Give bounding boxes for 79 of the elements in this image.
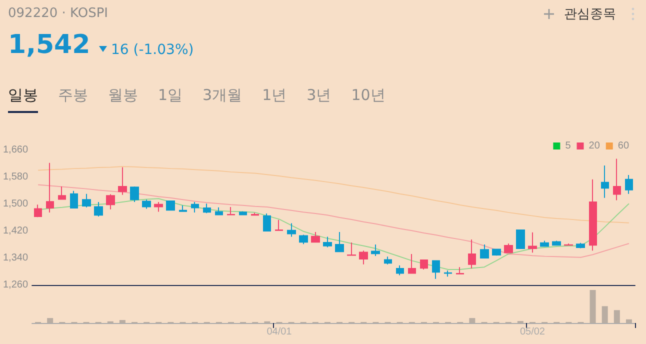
candlestick (613, 158, 621, 201)
bar (119, 320, 126, 323)
candlestick (492, 248, 501, 256)
candlestick (335, 232, 344, 252)
bar (47, 318, 54, 323)
candlestick (82, 193, 91, 208)
candlestick (118, 166, 127, 196)
bar (590, 290, 596, 323)
candlestick (480, 244, 489, 258)
y-tick-label: 1,260 (2, 280, 28, 290)
candlestick (420, 260, 428, 270)
candlestick (227, 206, 235, 216)
candlestick (142, 199, 151, 210)
y-tick-label: 1,420 (2, 226, 28, 236)
candlestick (468, 238, 476, 269)
y-tick-label: 1,500 (2, 198, 28, 210)
candlestick (299, 234, 308, 245)
candlestick (275, 219, 283, 231)
text: 일봉 (8, 86, 38, 113)
candlestick (154, 201, 163, 212)
candlestick (359, 250, 368, 265)
candlestick (347, 242, 356, 256)
candlestick (589, 178, 597, 252)
candlestick (444, 270, 452, 278)
candlestick (94, 201, 103, 217)
candlestick (70, 190, 78, 209)
candlestick (396, 264, 404, 276)
candlestick (552, 240, 561, 246)
text: 1일 (158, 86, 183, 106)
text: 관심종목 (564, 6, 616, 23)
text: 3개월 (202, 86, 242, 106)
candlestick (287, 222, 296, 238)
bar (602, 306, 608, 323)
candlestick (58, 186, 66, 200)
text: 1년 (262, 86, 287, 106)
candlestick (179, 204, 187, 212)
candlestick (263, 212, 271, 232)
text: 1,542 (8, 30, 90, 60)
candlestick (251, 212, 259, 216)
candlestick (384, 256, 392, 265)
legend-label: 5 (565, 140, 572, 152)
candlestick (323, 236, 332, 248)
text: 주봉 (58, 86, 88, 106)
y-tick-label: 1,660 (2, 144, 28, 156)
candlestick (371, 244, 380, 256)
x-tick-label: 04/01 (266, 326, 292, 338)
chart-title: 092220 · KOSPI (8, 6, 108, 21)
text: 월봉 (108, 86, 138, 106)
legend-label: 60 (618, 140, 630, 152)
candlestick (540, 240, 549, 247)
candlestick (601, 165, 609, 198)
legend-label: 20 (588, 140, 600, 152)
candlestick (46, 162, 54, 213)
text: 3년 (306, 86, 332, 106)
candlestick (106, 194, 115, 210)
candlestick (528, 232, 537, 254)
candlestick (34, 204, 42, 218)
candlestick (203, 203, 211, 214)
text: 16 (-1.03%) (111, 42, 194, 58)
candlestick (215, 206, 223, 216)
candlestick (408, 253, 416, 274)
bar (469, 318, 476, 323)
bar (626, 319, 632, 323)
x-tick-label: 05/02 (520, 326, 546, 338)
candlestick (311, 232, 320, 243)
text: 10년 (351, 86, 386, 106)
candlestick (130, 186, 139, 202)
candlestick (504, 242, 513, 254)
candlestick (166, 200, 175, 211)
y-tick-label: 1,580 (2, 172, 28, 182)
candlestick (432, 260, 440, 280)
bar (614, 310, 620, 323)
candlestick (191, 201, 199, 213)
candlestick (239, 210, 247, 216)
candlestick (625, 174, 633, 194)
y-tick-label: 1,340 (2, 252, 28, 264)
candlestick (456, 266, 464, 274)
candlestick (516, 229, 525, 250)
candlestick (576, 242, 585, 249)
